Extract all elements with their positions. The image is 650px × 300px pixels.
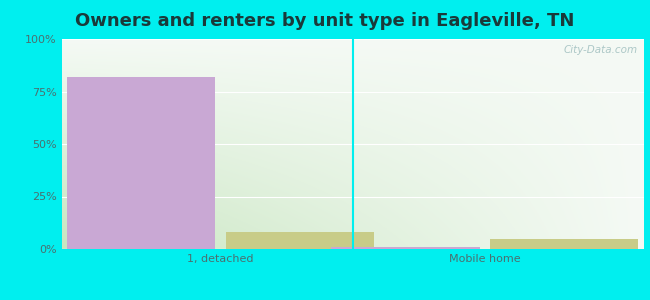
Bar xyxy=(67,77,215,249)
Bar xyxy=(226,232,374,249)
Text: City-Data.com: City-Data.com xyxy=(564,45,638,55)
Text: Owners and renters by unit type in Eagleville, TN: Owners and renters by unit type in Eagle… xyxy=(75,12,575,30)
Bar xyxy=(332,247,480,249)
Bar xyxy=(490,238,638,249)
